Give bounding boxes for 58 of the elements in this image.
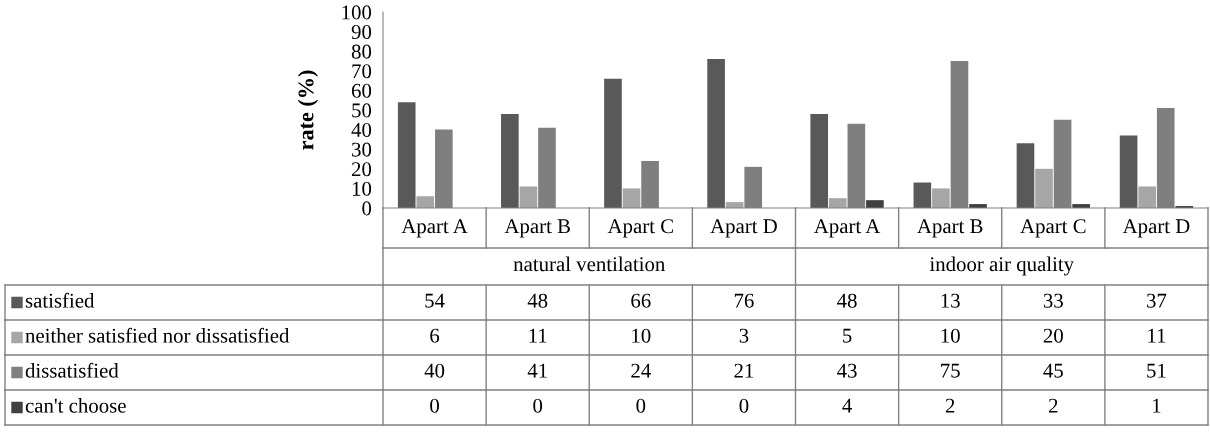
legend-label: neither satisfied nor dissatisfied [25, 327, 290, 343]
data-label: 21 [734, 363, 754, 378]
data-label: 48 [527, 293, 548, 308]
data-label: 1 [1153, 398, 1161, 413]
data-label: 41 [527, 363, 547, 378]
data-label: 0 [430, 398, 439, 413]
legend-label: satisfied [25, 292, 95, 308]
data-label: 0 [533, 398, 543, 413]
y-axis-title: rate (%) [297, 70, 318, 150]
x-tick-label: Apart C [607, 219, 673, 238]
x-tick-label: Apart B [504, 219, 570, 238]
data-label: 54 [425, 293, 445, 308]
y-tick-label: 70 [352, 64, 372, 79]
data-label: 11 [529, 328, 547, 343]
data-label: 75 [941, 363, 960, 378]
y-tick-label: 60 [351, 83, 372, 98]
x-tick-label: Apart B [917, 219, 983, 238]
data-label: 51 [1147, 363, 1166, 378]
data-label: 33 [1043, 293, 1063, 308]
x-tick-label: Apart D [1122, 219, 1190, 238]
data-label: 2 [945, 398, 955, 413]
x-tick-label: Apart A [401, 219, 468, 238]
data-label: 40 [424, 363, 445, 378]
data-label: 66 [631, 293, 651, 308]
data-label: 48 [837, 293, 857, 308]
data-label: 11 [1148, 328, 1166, 343]
y-tick-label: 80 [351, 44, 372, 59]
y-tick-label: 10 [352, 181, 372, 196]
x-tick-label: Apart C [1020, 219, 1086, 238]
data-label: 43 [837, 363, 857, 378]
y-tick-label: 30 [352, 142, 372, 157]
y-tick-label: 50 [352, 103, 372, 118]
data-label: 76 [734, 293, 754, 308]
legend-label: dissatisfied [25, 362, 119, 378]
data-label: 45 [1043, 363, 1063, 378]
y-tick-label: 0 [362, 201, 372, 216]
data-label: 10 [941, 328, 960, 343]
data-label: 24 [631, 363, 651, 378]
x-tick-label: Apart A [814, 219, 881, 238]
data-label: 0 [636, 398, 646, 413]
data-label: 13 [941, 293, 960, 308]
data-label: 2 [1049, 398, 1058, 413]
x-tick-label: Apart D [710, 219, 777, 238]
legend-label: can't choose [25, 398, 126, 413]
data-label: 4 [842, 398, 852, 413]
data-label: 3 [739, 328, 749, 343]
text: natural ventilation [513, 256, 666, 272]
y-tick-label: 100 [342, 5, 372, 20]
data-label: 5 [843, 328, 852, 343]
data-label: 20 [1043, 328, 1063, 343]
data-label: 37 [1147, 293, 1167, 308]
data-label: 6 [430, 328, 440, 343]
y-tick-label: 90 [351, 24, 372, 40]
y-tick-label: 40 [351, 122, 372, 138]
data-label: 0 [739, 398, 749, 413]
y-tick-label: 20 [351, 162, 372, 177]
data-label: 10 [632, 328, 651, 343]
text: indoor air quality [929, 256, 1074, 276]
